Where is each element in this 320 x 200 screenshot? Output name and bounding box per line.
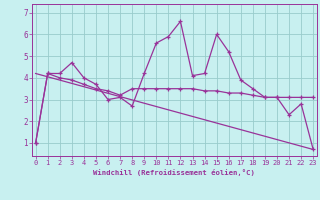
X-axis label: Windchill (Refroidissement éolien,°C): Windchill (Refroidissement éolien,°C) — [93, 169, 255, 176]
